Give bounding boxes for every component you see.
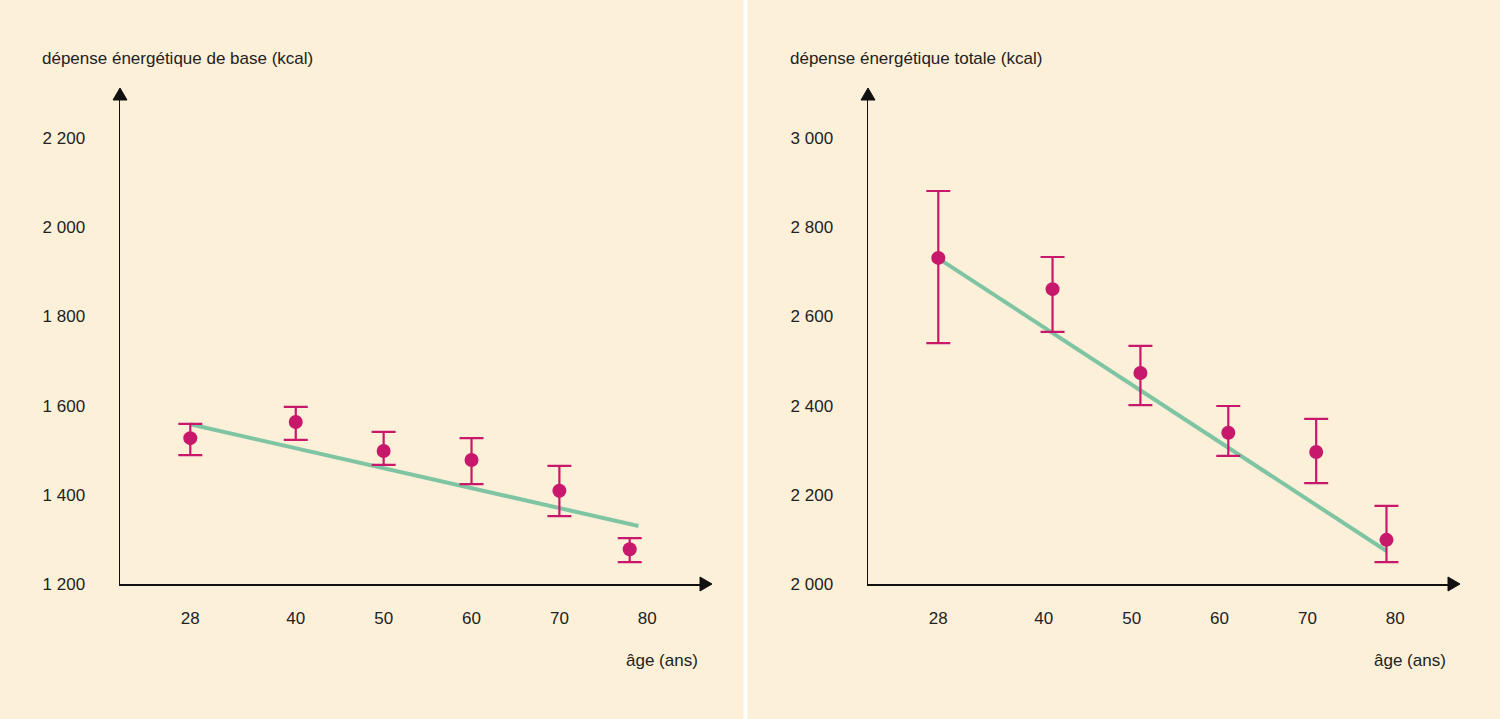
svg-text:âge (ans): âge (ans) — [1374, 651, 1446, 670]
svg-text:70: 70 — [1298, 609, 1317, 628]
svg-text:1 200: 1 200 — [43, 575, 86, 594]
svg-text:3 000: 3 000 — [791, 129, 834, 148]
svg-text:70: 70 — [550, 609, 569, 628]
svg-text:2 200: 2 200 — [43, 129, 86, 148]
svg-text:2 000: 2 000 — [791, 575, 834, 594]
svg-text:28: 28 — [181, 609, 200, 628]
svg-text:40: 40 — [286, 609, 305, 628]
svg-text:dépense énergétique de base (k: dépense énergétique de base (kcal) — [42, 49, 313, 68]
svg-text:2 800: 2 800 — [791, 218, 834, 237]
svg-text:80: 80 — [1386, 609, 1405, 628]
svg-text:2 000: 2 000 — [43, 218, 86, 237]
svg-text:1 800: 1 800 — [43, 307, 86, 326]
svg-text:2 200: 2 200 — [791, 486, 834, 505]
svg-text:1 400: 1 400 — [43, 486, 86, 505]
svg-text:dépense énergétique totale (kc: dépense énergétique totale (kcal) — [790, 49, 1042, 68]
svg-text:50: 50 — [1122, 609, 1141, 628]
svg-text:80: 80 — [638, 609, 657, 628]
svg-text:2 600: 2 600 — [791, 307, 834, 326]
svg-text:40: 40 — [1034, 609, 1053, 628]
svg-text:1 600: 1 600 — [43, 397, 86, 416]
svg-text:âge (ans): âge (ans) — [626, 651, 698, 670]
svg-text:60: 60 — [462, 609, 481, 628]
svg-text:60: 60 — [1210, 609, 1229, 628]
svg-text:28: 28 — [929, 609, 948, 628]
svg-text:50: 50 — [374, 609, 393, 628]
svg-text:2 400: 2 400 — [791, 397, 834, 416]
